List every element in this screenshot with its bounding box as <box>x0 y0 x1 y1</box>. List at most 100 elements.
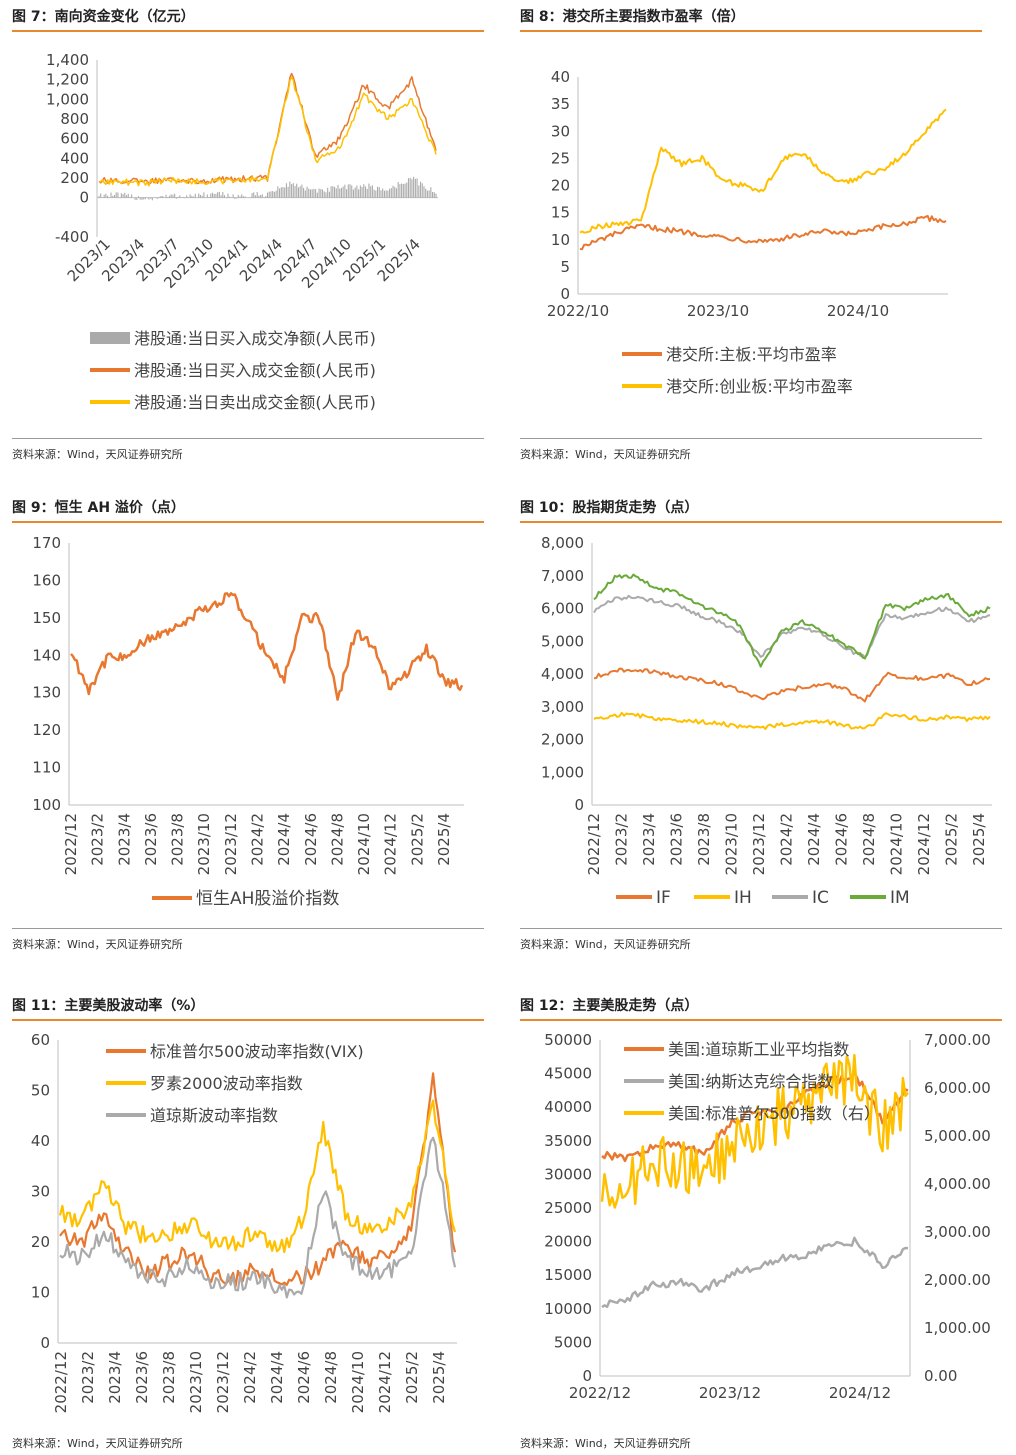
title-rule <box>520 521 1002 523</box>
series-line <box>579 215 947 251</box>
legend-label: 恒生AH股溢价指数 <box>196 889 339 909</box>
y-tick-label: 100 <box>32 796 61 814</box>
legend-label: 标准普尔500波动率指数(VIX) <box>150 1042 364 1061</box>
y2-tick-label: 0.00 <box>924 1367 957 1385</box>
source-rule <box>12 438 484 439</box>
source-note: 资料来源：Wind，天风证券研究所 <box>12 448 183 461</box>
y-tick-label: 6,000 <box>541 600 584 618</box>
series-line <box>600 1054 909 1209</box>
legend-label: 美国:标准普尔500指数（右） <box>668 1104 880 1123</box>
x-tick-label: 2023/6 <box>668 813 686 866</box>
source-note: 资料来源：Wind，天风证券研究所 <box>520 938 691 951</box>
figure-10: 图 10：股指期货走势（点） 8,000 7,000 6,000 5,000 4,000… <box>520 494 1010 964</box>
y2-tick-label: 4,000.00 <box>924 1175 991 1193</box>
y-tick-label: 1,000 <box>46 90 89 108</box>
x-tick-label: 2024/12 <box>915 813 933 875</box>
y-tick-label: 15000 <box>544 1266 592 1284</box>
x-tick-label: 2023/2 <box>613 813 631 866</box>
x-tick-label: 2023/8 <box>695 813 713 866</box>
legend-label: 美国:道琼斯工业平均指数 <box>668 1040 849 1059</box>
legend-label: 港交所:创业板:平均市盈率 <box>666 377 853 396</box>
source-note: 资料来源：Wind，天风证券研究所 <box>12 1437 183 1450</box>
x-tick-label: 2022/12 <box>569 1384 631 1402</box>
title-rule <box>12 1019 484 1021</box>
y-tick-label: 120 <box>32 721 61 739</box>
series-line <box>98 72 437 185</box>
x-tick-label: 2023/2 <box>89 813 107 866</box>
y-tick-label: 40 <box>551 68 570 86</box>
y-tick-label: 50000 <box>544 1031 592 1049</box>
y-tick-label: 170 <box>32 534 61 552</box>
x-tick-label: 2024/6 <box>302 813 320 866</box>
x-tick-label: 2024/6 <box>833 813 851 866</box>
x-tick-label: 2023/4 <box>106 1351 124 1404</box>
series-line <box>70 592 464 701</box>
x-tick-label: 2024/8 <box>328 813 346 866</box>
title-rule <box>520 30 982 32</box>
y-tick-label: 35 <box>551 95 570 113</box>
x-tick-label: 2024/2 <box>249 813 267 866</box>
source-note: 资料来源：Wind，天风证券研究所 <box>520 448 691 461</box>
chart-figure-10: 8,000 7,000 6,000 5,000 4,000 3,000 2,000 1,000… <box>541 534 992 908</box>
x-tick-label: 2024/10 <box>349 1351 367 1413</box>
x-tick-label: 2024/12 <box>382 813 400 875</box>
legend-label: IF <box>656 888 671 908</box>
x-tick-label: 2025/2 <box>403 1351 421 1404</box>
series-line <box>59 1072 457 1288</box>
y-tick-label: 40000 <box>544 1098 592 1116</box>
x-tick-label: 2024/2 <box>241 1351 259 1404</box>
x-tick-label: 2024/6 <box>295 1351 313 1404</box>
x-tick-label: 2023/12 <box>750 813 768 875</box>
y-tick-label: 20 <box>551 177 570 195</box>
title-rule <box>12 521 484 523</box>
series-line <box>593 594 991 659</box>
series-line <box>98 76 437 187</box>
legend-swatch <box>90 332 130 344</box>
y-tick-label: 800 <box>60 110 89 128</box>
legend-label: 港股通:当日买入成交金额(人民币) <box>134 361 376 380</box>
y-tick-label: 160 <box>32 571 61 589</box>
legend-label: 美国:纳斯达克综合指数 <box>668 1072 833 1091</box>
x-tick-label: 2023/10 <box>187 1351 205 1413</box>
figure-7: 图 7：南向资金变化（亿元） 1,400 1,200 1,000 800 600 400 2… <box>12 0 492 470</box>
x-tick-label: 2024/10 <box>355 813 373 875</box>
x-tick-label: 2024/2 <box>778 813 796 866</box>
series-line <box>593 573 991 668</box>
chart-figure-12: 5000045000400003500030000250002000015000… <box>544 1031 991 1402</box>
x-tick-label: 2023/6 <box>142 813 160 866</box>
y-tick-label: 400 <box>60 149 89 167</box>
y-tick-label: 110 <box>32 759 61 777</box>
y-tick-label: 20000 <box>544 1233 592 1251</box>
chart-figure-7: 1,4001,2001,0008006004002000-4002023/120… <box>46 51 438 412</box>
y-tick-label: 150 <box>32 609 61 627</box>
y-tick-label: 30 <box>31 1183 50 1201</box>
x-tick-label: 2023/4 <box>640 813 658 866</box>
x-tick-label: 2025/2 <box>943 813 961 866</box>
chart-title: 图 11：主要美股波动率（%） <box>12 998 205 1014</box>
legend-label: 道琼斯波动率指数 <box>150 1106 278 1125</box>
y-tick-label: 15 <box>551 204 570 222</box>
y-tick-label: 0 <box>560 285 570 303</box>
y-tick-label: 0 <box>79 189 89 207</box>
x-tick-label: 2023/12 <box>699 1384 761 1402</box>
source-rule <box>520 928 1002 929</box>
y-tick-label: 30 <box>551 122 570 140</box>
x-tick-label: 2024/10 <box>888 813 906 875</box>
legend-label: IH <box>734 888 752 908</box>
chart-title: 图 7：南向资金变化（亿元） <box>12 9 195 25</box>
series-line <box>601 1236 909 1309</box>
figure-11: 图 11：主要美股波动率（%） 60 50 40 30 20 10 0 2022/12 2023… <box>12 992 492 1455</box>
y-tick-label: 35000 <box>544 1132 592 1150</box>
series-line <box>593 711 991 730</box>
y-tick-label: 1,200 <box>46 71 89 89</box>
x-tick-label: 2024/4 <box>268 1351 286 1404</box>
x-tick-label: 2024/4 <box>275 813 293 866</box>
y-tick-label: 140 <box>32 646 61 664</box>
chart-title: 图 8：港交所主要指数市盈率（倍） <box>520 9 745 25</box>
y-tick-label: 5000 <box>554 1333 592 1351</box>
legend-label: 港股通:当日卖出成交金额(人民币) <box>134 393 376 412</box>
y-tick-label: 4,000 <box>541 665 584 683</box>
y-tick-label: 25 <box>551 149 570 167</box>
